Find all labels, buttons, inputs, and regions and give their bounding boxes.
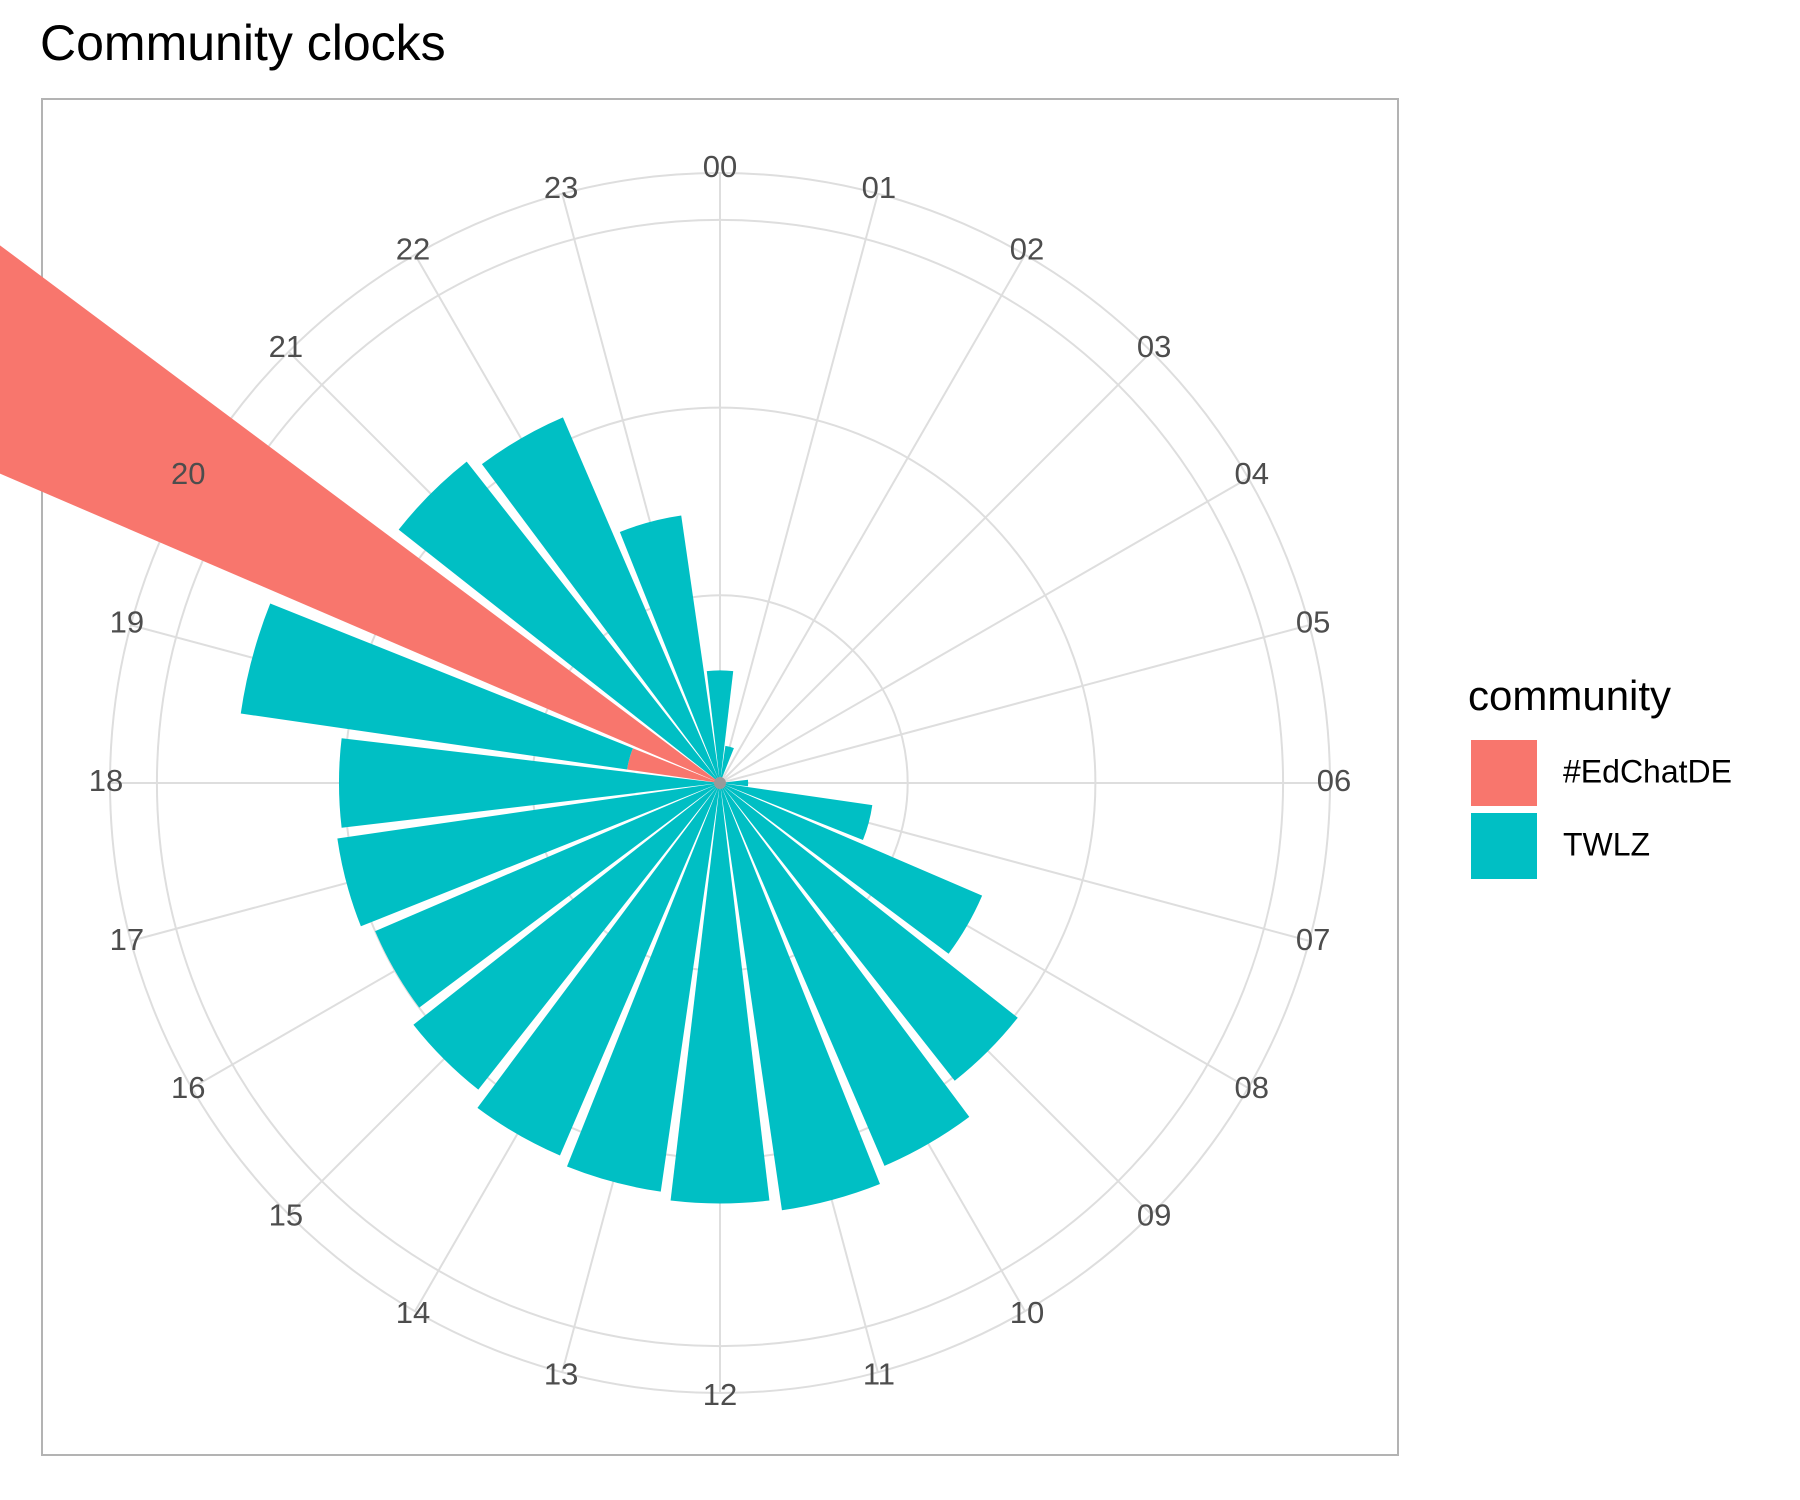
hour-label-08: 08 — [1234, 1070, 1268, 1105]
bar-twlz-07 — [720, 783, 873, 841]
hour-label-05: 05 — [1296, 604, 1330, 639]
bar-twlz-11 — [720, 783, 880, 1211]
grid-spoke — [719, 350, 1153, 784]
hour-label-20: 20 — [171, 456, 205, 491]
hour-label-14: 14 — [396, 1295, 430, 1330]
hour-label-07: 07 — [1296, 922, 1330, 957]
hour-label-16: 16 — [171, 1070, 205, 1105]
bar-twlz-16 — [375, 783, 720, 1008]
hour-label-09: 09 — [1137, 1197, 1171, 1232]
bar-twlz-01 — [720, 745, 734, 783]
legend: community #EdChatDE TWLZ — [1468, 672, 1732, 879]
bar-twlz-00 — [706, 670, 734, 783]
chart-title: Community clocks — [40, 15, 446, 71]
hour-label-15: 15 — [269, 1197, 303, 1232]
legend-label-twlz: TWLZ — [1563, 826, 1650, 862]
bar-twlz-12 — [670, 783, 770, 1204]
bar-twlz-21 — [398, 461, 720, 783]
hour-label-11: 11 — [863, 1356, 895, 1391]
grid-spoke — [719, 193, 879, 784]
bar-twlz-09 — [720, 783, 1018, 1081]
hour-label-22: 22 — [396, 231, 430, 266]
legend-title: community — [1468, 672, 1671, 719]
bar-twlz-23 — [619, 515, 720, 783]
hour-label-02: 02 — [1010, 231, 1044, 266]
hour-label-00: 00 — [703, 149, 737, 184]
hour-label-01: 01 — [862, 170, 896, 205]
hour-label-06: 06 — [1317, 763, 1351, 798]
bar-edchatde-19 — [627, 748, 720, 783]
hour-label-21: 21 — [269, 329, 303, 364]
hour-label-23: 23 — [544, 170, 578, 205]
bar-twlz-13 — [566, 783, 720, 1192]
hour-label-18: 18 — [89, 763, 123, 798]
hour-label-03: 03 — [1137, 329, 1171, 364]
hour-labels: 00 01 02 03 04 05 06 07 08 09 10 11 12 13 14 15 16 17 18 19… — [89, 149, 1351, 1412]
hour-label-10: 10 — [1010, 1295, 1044, 1330]
legend-swatch-twlz — [1471, 813, 1537, 879]
center-point — [714, 777, 726, 789]
legend-label-edchatde: #EdChatDE — [1563, 753, 1732, 789]
hour-label-19: 19 — [110, 604, 144, 639]
grid-spoke — [719, 254, 1026, 784]
bar-twlz-10 — [720, 783, 970, 1166]
bar-twlz-08 — [720, 783, 983, 954]
hour-label-13: 13 — [544, 1356, 578, 1391]
hour-label-04: 04 — [1234, 456, 1268, 491]
panel-border — [41, 98, 1399, 1456]
bar-twlz-15 — [413, 783, 720, 1090]
bar-twlz-17 — [337, 783, 720, 927]
bar-twlz-18 — [338, 738, 720, 828]
grid-spoke — [719, 477, 1249, 784]
bars-layer — [0, 245, 1018, 1211]
hour-label-12: 12 — [703, 1377, 737, 1412]
legend-swatch-edchatde — [1471, 740, 1537, 806]
hour-label-17: 17 — [110, 922, 144, 957]
bar-edchatde-20 — [0, 245, 720, 783]
bar-twlz-14 — [477, 783, 720, 1156]
grid-spoke — [719, 624, 1310, 784]
bar-twlz-06 — [720, 779, 749, 787]
bar-twlz-22 — [481, 417, 720, 783]
bar-twlz-19 — [240, 603, 633, 770]
